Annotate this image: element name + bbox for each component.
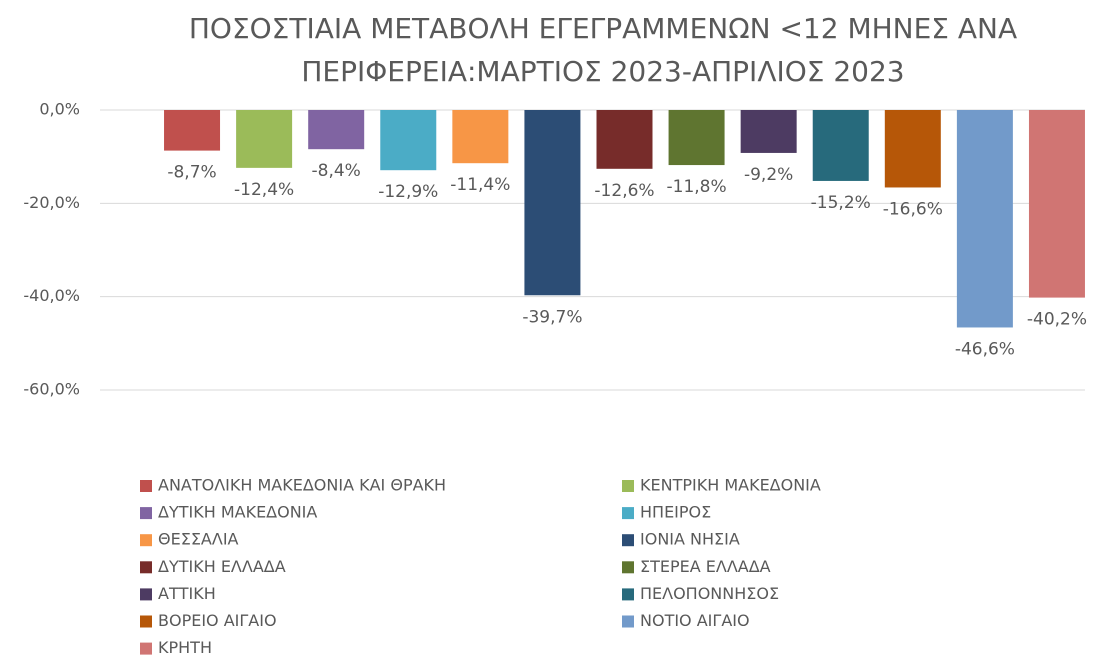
bar xyxy=(956,110,1013,328)
legend-swatch xyxy=(622,561,634,574)
legend-swatch xyxy=(140,534,152,547)
bar xyxy=(164,110,221,151)
legend-swatch xyxy=(622,507,634,520)
bar xyxy=(596,110,653,169)
bar xyxy=(380,110,437,171)
y-tick-label: -60,0% xyxy=(23,380,80,399)
legend-label: ΔΥΤΙΚΗ ΜΑΚΕΔΟΝΙΑ xyxy=(158,503,317,522)
data-label: -8,4% xyxy=(312,161,361,181)
legend-label: ΑΝΑΤΟΛΙΚΗ ΜΑΚΕΔΟΝΙΑ ΚΑΙ ΘΡΑΚΗ xyxy=(158,476,446,495)
data-label: -40,2% xyxy=(1027,310,1087,330)
data-label: -11,8% xyxy=(667,177,727,197)
legend-label: ΘΕΣΣΑΛΙΑ xyxy=(158,530,239,549)
legend-label: ΚΡΗΤΗ xyxy=(158,638,212,657)
legend-swatch xyxy=(622,615,634,628)
data-label: -16,6% xyxy=(883,199,943,219)
legend-label: ΠΕΛΟΠΟΝΝΗΣΟΣ xyxy=(640,584,779,603)
legend-swatch xyxy=(140,642,152,655)
bar xyxy=(740,110,797,153)
legend-label: ΒΟΡΕΙΟ ΑΙΓΑΙΟ xyxy=(158,611,277,630)
legend-swatch xyxy=(140,561,152,574)
legend-swatch xyxy=(140,588,152,601)
legend-label: ΑΤΤΙΚΗ xyxy=(158,584,216,603)
legend-label: ΔΥΤΙΚΗ ΕΛΛΑΔΑ xyxy=(158,557,286,576)
legend-swatch xyxy=(622,534,634,547)
data-label: -15,2% xyxy=(811,193,871,213)
chart-title: ΠΕΡΙΦΕΡΕΙΑ:ΜΑΡΤΙΟΣ 2023-ΑΠΡΙΛΙΟΣ 2023 xyxy=(301,55,904,88)
bar xyxy=(812,110,869,181)
chart-title: ΠΟΣΟΣΤΙΑΙΑ ΜΕΤΑΒΟΛΗ ΕΓΕΓΡΑΜΜΕΝΩΝ <12 ΜΗΝ… xyxy=(189,12,1017,45)
data-label: -8,7% xyxy=(167,163,216,183)
data-label: -12,9% xyxy=(378,182,438,202)
legend-label: ΗΠΕΙΡΟΣ xyxy=(640,503,711,522)
data-label: -46,6% xyxy=(955,339,1015,359)
bar xyxy=(884,110,941,188)
data-label: -11,4% xyxy=(450,175,510,195)
bar xyxy=(452,110,509,164)
bar xyxy=(524,110,581,296)
bar xyxy=(1028,110,1085,298)
legend-swatch xyxy=(140,480,152,492)
legend-label: ΣΤΕΡΕΑ ΕΛΛΑΔΑ xyxy=(640,557,771,576)
data-label: -9,2% xyxy=(744,165,793,185)
legend-swatch xyxy=(622,480,634,492)
y-tick-label: -20,0% xyxy=(23,193,80,212)
legend-label: ΙΟΝΙΑ ΝΗΣΙΑ xyxy=(640,530,740,549)
y-tick-label: -40,0% xyxy=(23,286,80,305)
legend-swatch xyxy=(140,615,152,628)
bar xyxy=(668,110,725,166)
legend-label: ΚΕΝΤΡΙΚΗ ΜΑΚΕΔΟΝΙΑ xyxy=(640,476,821,495)
y-tick-label: 0,0% xyxy=(39,100,80,119)
data-label: -39,7% xyxy=(522,307,582,327)
data-label: -12,6% xyxy=(594,181,654,201)
legend-swatch xyxy=(140,507,152,520)
legend-swatch xyxy=(622,588,634,601)
data-label: -12,4% xyxy=(234,180,294,200)
legend-label: ΝΟΤΙΟ ΑΙΓΑΙΟ xyxy=(640,611,750,630)
bar xyxy=(308,110,365,150)
bar xyxy=(236,110,293,168)
